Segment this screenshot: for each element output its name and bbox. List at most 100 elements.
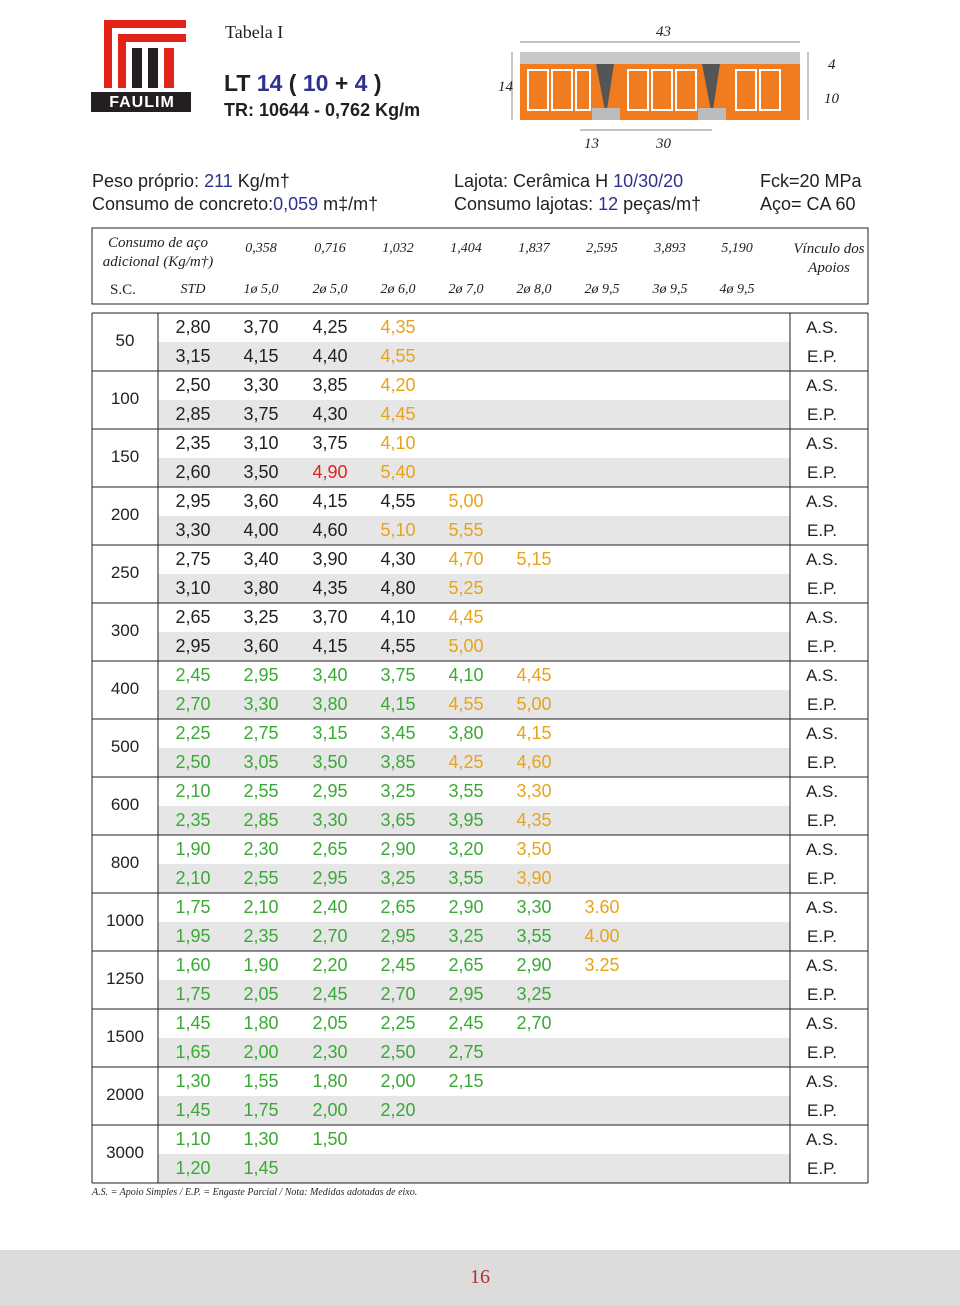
sc-label: S.C. (110, 282, 136, 298)
dim-bottom-left: 13 (584, 136, 599, 152)
load-cell: 100 (110, 389, 140, 408)
dim-right: 10 (824, 91, 839, 107)
value-cell: 3,50 (312, 752, 348, 772)
steel-consumption: 1,032 (382, 241, 414, 256)
info-part: Peso próprio: (92, 171, 205, 191)
support-cell: E.P. (807, 1101, 837, 1120)
info-part: Consumo lajotas: (454, 194, 599, 214)
load-cell: 150 (110, 447, 140, 466)
value-cell: 2,65 (312, 839, 348, 859)
value-cell: 4,70 (448, 549, 484, 569)
value-cell: 4,55 (380, 636, 416, 656)
support-cell: A.S. (805, 608, 839, 627)
value-cell: 2,85 (175, 404, 211, 424)
row-shade (158, 1096, 790, 1125)
title-part: ( (282, 70, 303, 96)
load-cell: 200 (110, 505, 140, 524)
load-cell: 800 (110, 853, 140, 872)
support-cell: E.P. (807, 405, 837, 424)
bar-spec: 2ø 6,0 (380, 282, 416, 297)
support-cell: A.S. (805, 666, 839, 685)
row-shade (158, 922, 790, 951)
support-cell: A.S. (805, 1130, 839, 1149)
support-cell: A.S. (805, 1014, 839, 1033)
value-cell: 4,35 (312, 578, 348, 598)
value-cell: 2,10 (243, 897, 279, 917)
title-part: 4 (354, 70, 368, 96)
value-cell: 2,35 (175, 810, 211, 830)
value-cell: 4,10 (380, 433, 416, 453)
value-cell: 4,55 (380, 491, 416, 511)
bar-spec: 4ø 9,5 (719, 282, 755, 297)
value-cell: 1,45 (243, 1158, 279, 1178)
value-cell: 3,70 (312, 607, 348, 627)
value-cell: 1,90 (175, 839, 211, 859)
value-cell: 3,30 (516, 781, 552, 801)
row-shade (158, 458, 790, 487)
dim-bottom: 30 (656, 136, 671, 152)
title-part: LT (224, 70, 257, 96)
load-cell: 600 (110, 795, 140, 814)
value-cell: 2,95 (175, 491, 211, 511)
info-part: 0,059 (273, 194, 319, 214)
support-cell: A.S. (805, 1072, 839, 1091)
value-cell: 3,80 (312, 694, 348, 714)
value-cell: 3,30 (243, 694, 279, 714)
value-cell: 4,20 (380, 375, 416, 395)
info-line: Consumo lajotas: 12 peças/m† (454, 194, 701, 215)
value-cell: 2,95 (175, 636, 211, 656)
value-cell: 2,60 (175, 462, 211, 482)
info-part: m‡/m† (318, 194, 379, 214)
support-cell: E.P. (807, 579, 837, 598)
support-cell: E.P. (807, 521, 837, 540)
row-shade (158, 1038, 790, 1067)
value-cell: 1,30 (175, 1071, 211, 1091)
value-cell: 4,30 (312, 404, 348, 424)
value-cell: 2,10 (175, 868, 211, 888)
value-cell: 3,50 (516, 839, 552, 859)
value-cell: 4,35 (516, 810, 552, 830)
row-shade (158, 516, 790, 545)
value-cell: 2,40 (312, 897, 348, 917)
value-cell: 3,15 (312, 723, 348, 743)
value-cell: 1,20 (175, 1158, 211, 1178)
value-cell: 2,80 (175, 317, 211, 337)
value-cell: 2,50 (175, 752, 211, 772)
bar-spec: 2ø 8,0 (516, 282, 552, 297)
value-cell: 2,25 (380, 1013, 416, 1033)
bar-spec: STD (180, 282, 206, 297)
bar-spec: 2ø 7,0 (448, 282, 484, 297)
value-cell: 1,75 (175, 897, 211, 917)
value-cell: 3,75 (312, 433, 348, 453)
footer-bar (0, 1250, 960, 1305)
value-cell: 4,00 (243, 520, 279, 540)
value-cell: 1,45 (175, 1100, 211, 1120)
value-cell: 4,15 (380, 694, 416, 714)
value-cell: 4,45 (516, 665, 552, 685)
value-cell: 4,80 (380, 578, 416, 598)
value-cell: 2,95 (312, 781, 348, 801)
support-cell: A.S. (805, 898, 839, 917)
value-cell: 2,30 (243, 839, 279, 859)
value-cell: 2,25 (175, 723, 211, 743)
row-shade (158, 574, 790, 603)
load-cell: 1250 (106, 969, 144, 988)
value-cell: 5,40 (380, 462, 416, 482)
slab-diagram (511, 41, 809, 131)
info-part: Fck=20 MPa (760, 171, 862, 191)
value-cell: 4.00 (584, 926, 620, 946)
support-cell: A.S. (805, 434, 839, 453)
value-cell: 4,60 (516, 752, 552, 772)
steel-label: Consumo de aço adicional (Kg/m†) (102, 235, 214, 270)
title: LT 14 ( 10 + 4 ) (224, 70, 382, 97)
subtitle: TR: 10644 - 0,762 Kg/m (224, 100, 421, 120)
value-cell: 4,25 (448, 752, 484, 772)
dim-top: 43 (656, 24, 671, 40)
value-cell: 1,75 (175, 984, 211, 1004)
steel-consumption: 1,404 (450, 241, 482, 256)
value-cell: 1,80 (312, 1071, 348, 1091)
support-cell: E.P. (807, 1043, 837, 1062)
value-cell: 5,00 (516, 694, 552, 714)
logo-text: FAULIM (109, 94, 175, 111)
value-cell: 2,95 (448, 984, 484, 1004)
